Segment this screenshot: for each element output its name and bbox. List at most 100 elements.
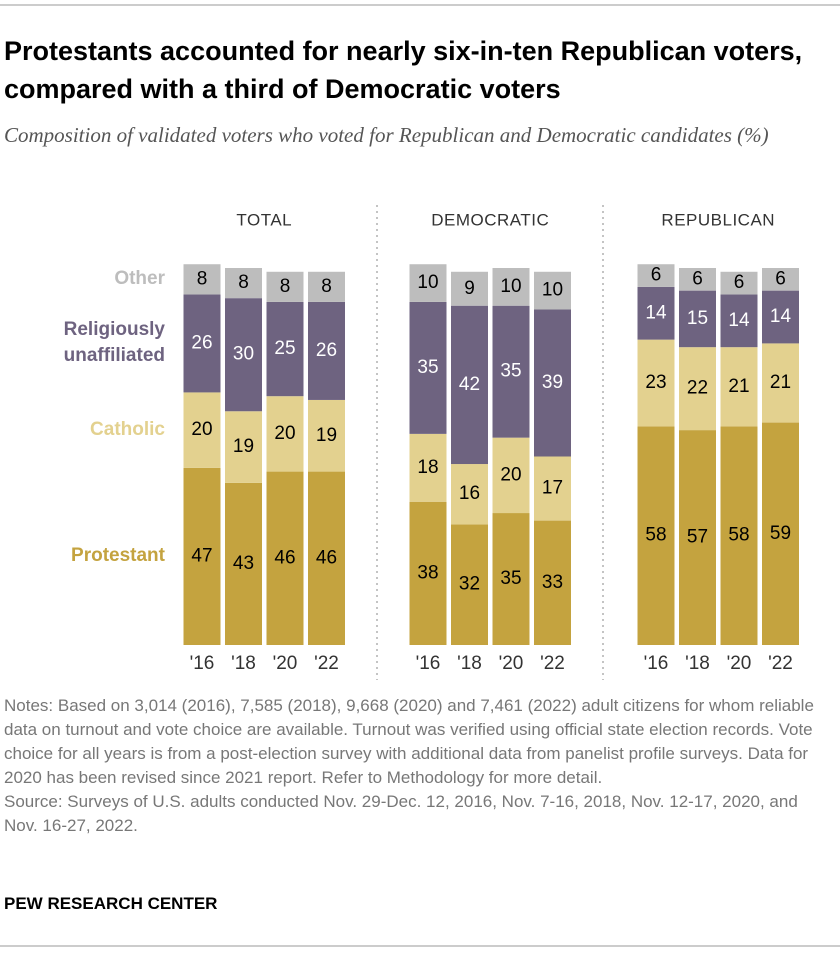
- data-label: 16: [459, 483, 480, 504]
- data-label: 58: [728, 525, 749, 546]
- x-tick-label: '20: [727, 653, 752, 674]
- data-label: 21: [770, 372, 791, 393]
- data-label: 8: [321, 276, 332, 297]
- data-label: 39: [542, 372, 563, 393]
- bar-segment: [679, 290, 716, 348]
- panel-title: TOTAL: [236, 210, 292, 229]
- legend-label: Protestant: [71, 545, 165, 567]
- data-label: 8: [197, 268, 208, 289]
- data-label: 20: [191, 419, 212, 440]
- data-label: 23: [645, 372, 666, 393]
- data-label: 43: [233, 553, 254, 574]
- data-label: 46: [274, 547, 295, 568]
- brand: PEW RESEARCH CENTER: [4, 894, 218, 913]
- data-label: 10: [500, 276, 521, 297]
- data-label: 10: [417, 272, 438, 293]
- data-label: 35: [500, 568, 521, 589]
- data-label: 47: [191, 545, 212, 566]
- data-label: 19: [233, 436, 254, 457]
- data-label: 6: [692, 268, 703, 289]
- bar-segment: [308, 399, 345, 472]
- x-tick-label: '18: [231, 653, 256, 674]
- data-label: 20: [500, 464, 521, 485]
- data-label: 35: [500, 361, 521, 382]
- bar-segment: [534, 456, 571, 521]
- bar-segment: [720, 347, 758, 427]
- bar-segment: [409, 264, 447, 302]
- data-label: 25: [274, 338, 295, 359]
- bar-segment: [266, 271, 304, 302]
- bar-segment: [720, 294, 758, 348]
- bar-segment: [762, 290, 799, 344]
- x-tick-label: '18: [457, 653, 482, 674]
- bar-segment: [679, 347, 716, 431]
- bar-segment: [762, 268, 799, 291]
- data-label: 6: [775, 268, 786, 289]
- bar-segment: [492, 437, 530, 514]
- bar-segment: [534, 309, 571, 457]
- data-label: 9: [464, 278, 475, 299]
- bar-segment: [492, 268, 530, 306]
- data-label: 6: [651, 265, 662, 286]
- bar-segment: [451, 524, 488, 645]
- data-label: 17: [542, 478, 563, 499]
- bar-segment: [679, 268, 716, 291]
- data-label: 33: [542, 572, 563, 593]
- bar-segment: [409, 301, 447, 434]
- bar-segment: [266, 471, 304, 645]
- data-label: 22: [687, 378, 708, 399]
- x-tick-label: '20: [273, 653, 298, 674]
- x-tick-label: '16: [644, 653, 669, 674]
- x-tick-label: '22: [540, 653, 565, 674]
- notes: Notes: Based on 3,014 (2016), 7,585 (201…: [4, 694, 822, 838]
- title: Protestants accounted for nearly six-in-…: [4, 36, 803, 104]
- bar-segment: [762, 422, 799, 645]
- legend-label: Other: [114, 268, 165, 290]
- bar-segment: [720, 426, 758, 645]
- bar-segment: [409, 501, 447, 645]
- data-label: 14: [728, 310, 750, 331]
- data-label: 57: [687, 527, 708, 548]
- bar-segment: [409, 433, 447, 502]
- data-label: 14: [770, 306, 792, 327]
- bar-segment: [266, 396, 304, 472]
- panel-title: REPUBLICAN: [661, 210, 775, 229]
- legend-label: Religiously unaffiliated: [63, 319, 165, 367]
- bar-segment: [225, 298, 262, 412]
- data-label: 59: [770, 523, 791, 544]
- bar-segment: [492, 513, 530, 645]
- data-label: 20: [274, 423, 295, 444]
- x-tick-label: '16: [190, 653, 215, 674]
- x-tick-label: '16: [416, 653, 441, 674]
- data-label: 42: [459, 374, 480, 395]
- data-label: 26: [191, 332, 212, 353]
- data-label: 58: [645, 525, 666, 546]
- bar-segment: [451, 305, 488, 465]
- bar-segment: [762, 343, 799, 423]
- data-label: 14: [645, 302, 667, 323]
- data-label: 46: [316, 547, 337, 568]
- bar-segment: [225, 482, 262, 645]
- source-text: Source: Surveys of U.S. adults conducted…: [4, 792, 798, 835]
- bar-segment: [720, 271, 758, 295]
- data-label: 19: [316, 425, 337, 446]
- bar-segment: [225, 411, 262, 483]
- notes-text: Notes: Based on 3,014 (2016), 7,585 (201…: [4, 696, 814, 787]
- bar-segment: [637, 286, 675, 340]
- data-label: 8: [280, 276, 291, 297]
- bar-segment: [637, 264, 675, 287]
- bar-segment: [451, 464, 488, 525]
- bar-segment: [308, 471, 345, 645]
- data-label: 15: [687, 308, 708, 329]
- bar-segment: [679, 430, 716, 645]
- x-tick-label: '20: [499, 653, 524, 674]
- bar-segment: [266, 301, 304, 397]
- data-label: 10: [542, 280, 563, 301]
- bar-segment: [183, 264, 221, 295]
- x-tick-label: '22: [314, 653, 339, 674]
- bar-segment: [183, 294, 221, 393]
- data-label: 8: [238, 272, 249, 293]
- bar-segment: [637, 426, 675, 645]
